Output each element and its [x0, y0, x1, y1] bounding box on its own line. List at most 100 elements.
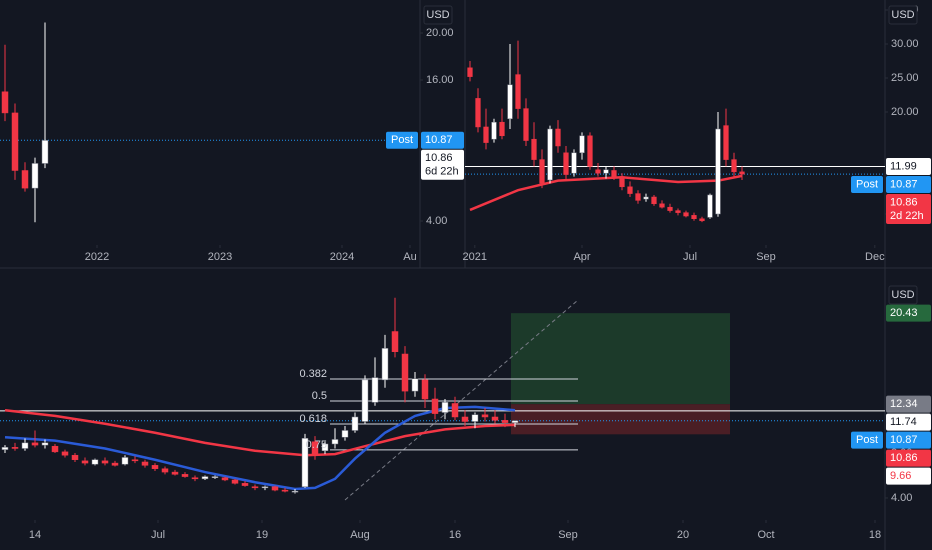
candle-body: [499, 121, 505, 137]
y-tick-label: 30.00: [891, 38, 919, 50]
candle-body: [271, 486, 279, 491]
candle-body: [507, 84, 513, 120]
candle-body: [579, 135, 585, 154]
candle-body: [41, 442, 49, 446]
currency-box: [888, 5, 918, 25]
candle-body: [331, 439, 339, 445]
candle-body: [627, 186, 633, 194]
candle-body: [587, 135, 593, 167]
price-tag-value: 12.34: [890, 398, 918, 410]
pane: [0, 22, 420, 223]
x-tick-label: Aug: [350, 529, 370, 541]
candle-body: [221, 477, 229, 481]
candle-body: [603, 169, 609, 174]
candle-body: [11, 112, 19, 171]
candle-body: [451, 403, 459, 418]
candle-body: [241, 483, 249, 486]
price-tag: [886, 413, 931, 431]
price-tag: [421, 149, 464, 180]
price-tag: [886, 157, 931, 175]
candle-body: [281, 489, 289, 492]
candle-body: [351, 416, 359, 431]
candle-body: [611, 170, 617, 177]
price-tag: [886, 175, 931, 193]
x-tick-label: 19: [256, 529, 268, 541]
x-tick-label: 20: [677, 529, 689, 541]
candle-body: [619, 176, 625, 188]
candle-body: [555, 128, 561, 147]
price-tag: [886, 395, 931, 413]
price-tag-source-label: Post: [391, 134, 413, 146]
x-tick-label: Oct: [757, 529, 774, 541]
price-tag: [886, 193, 931, 224]
candle-body: [161, 468, 169, 473]
candle-body: [31, 442, 39, 446]
y-tick-label: 16.00: [426, 74, 454, 86]
price-tag-value: 10.86: [890, 452, 918, 464]
y-tick-label: 25.00: [891, 72, 919, 84]
price-tag: [421, 131, 464, 149]
candle-body: [311, 441, 319, 456]
candle-body: [361, 379, 369, 422]
candle-body: [151, 465, 159, 469]
candle-body: [471, 414, 479, 422]
candle-body: [401, 353, 409, 392]
candle-body: [651, 196, 657, 205]
x-tick-label: Jul: [151, 529, 165, 541]
candle-body: [391, 331, 399, 353]
price-tag-countdown: 2d 22h: [890, 210, 924, 222]
candle-body: [491, 416, 499, 421]
currency-label: USD: [426, 9, 449, 21]
candle-body: [441, 402, 449, 413]
x-tick-label: 2022: [85, 251, 109, 263]
candle-body: [659, 203, 665, 208]
candle-body: [481, 414, 489, 418]
candle-body: [321, 443, 329, 451]
candle-body: [421, 379, 429, 400]
x-tick-label: Sep: [558, 529, 578, 541]
pane: [0, 297, 885, 501]
x-tick-label: 2024: [330, 251, 354, 263]
candle-body: [261, 486, 269, 489]
candle-body: [91, 459, 99, 465]
candle-body: [381, 348, 389, 381]
currency-box: [888, 285, 918, 305]
y-tick-label: 4.00: [891, 492, 912, 504]
candle-body: [301, 438, 309, 487]
candle-body: [547, 128, 553, 181]
candle-body: [41, 140, 49, 164]
candle-body: [595, 169, 601, 174]
candle-body: [121, 457, 129, 465]
candle-body: [715, 128, 721, 215]
candle-body: [231, 479, 239, 484]
candle-body: [707, 194, 713, 218]
candle-body: [71, 454, 79, 460]
candle-body: [51, 445, 59, 453]
candle-body: [111, 462, 119, 466]
price-tag: [886, 467, 931, 485]
candle-body: [171, 471, 179, 475]
candle-body: [31, 163, 39, 189]
price-tag-value: 10.86: [890, 196, 918, 208]
fib-label: 0.5: [312, 390, 327, 402]
candle-body: [411, 378, 419, 392]
candle-body: [21, 170, 29, 189]
candle-body: [211, 476, 219, 478]
price-tag-value: 10.86: [425, 152, 453, 164]
x-tick-label: 14: [29, 529, 41, 541]
price-tag: [886, 449, 931, 467]
price-tag-value: 10.87: [890, 434, 918, 446]
price-tag-source: [851, 431, 883, 449]
price-tag-countdown: 6d 22h: [425, 166, 459, 178]
candle-body: [571, 152, 577, 174]
candle-body: [131, 459, 139, 462]
currency-label: USD: [891, 289, 914, 301]
candle-body: [483, 126, 489, 143]
candle-body: [11, 447, 19, 449]
price-tag: [886, 304, 931, 322]
price-tag-value: 20.43: [890, 307, 918, 319]
candle-body: [491, 121, 497, 140]
candle-body: [475, 98, 481, 128]
